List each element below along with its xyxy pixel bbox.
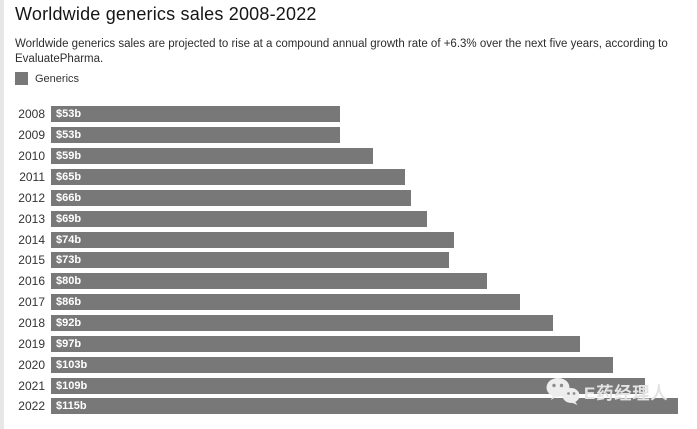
bar-track: $109b [51, 377, 697, 394]
bar-track: $74b [51, 231, 697, 248]
bar-track: $80b [51, 273, 697, 290]
bar-track: $53b [51, 127, 697, 144]
subtitle-line-1: Worldwide generics sales are projected t… [15, 38, 668, 50]
chart-row: 2011 $65b [4, 167, 697, 188]
chart-row: 2018 $92b [4, 313, 697, 334]
year-label: 2019 [18, 336, 45, 351]
bar-track: $97b [51, 335, 697, 352]
year-label: 2014 [18, 232, 45, 247]
generics-bar: $53b [51, 127, 340, 144]
generics-bar: $115b [51, 398, 678, 415]
generics-bar: $53b [51, 106, 340, 123]
bar-value-label: $97b [56, 337, 82, 350]
wechat-icon [546, 378, 580, 405]
bar-value-label: $59b [56, 150, 82, 163]
bar-value-label: $53b [56, 108, 82, 121]
bar-value-label: $74b [56, 233, 82, 246]
generics-bar: $74b [51, 231, 454, 248]
year-label: 2020 [18, 357, 45, 372]
bar-track: $59b [51, 148, 697, 165]
generics-bar: $92b [51, 315, 553, 332]
chart-title: Worldwide generics sales 2008-2022 [15, 4, 317, 24]
year-label: 2016 [18, 274, 45, 289]
chart-row: 2021 $109b [4, 375, 697, 396]
chart-row: 2010 $59b [4, 146, 697, 167]
year-label: 2018 [18, 316, 45, 331]
bar-track: $73b [51, 252, 697, 269]
legend-swatch-generics [15, 72, 28, 85]
chart-row: 2012 $66b [4, 187, 697, 208]
chart-row: 2020 $103b [4, 354, 697, 375]
bar-value-label: $103b [56, 358, 88, 371]
chart-row: 2015 $73b [4, 250, 697, 271]
generics-bar: $97b [51, 335, 580, 352]
chart-row: 2008 $53b [4, 104, 697, 125]
generics-bar: $66b [51, 189, 411, 206]
watermark-text: E药经理人 [584, 383, 669, 403]
bar-track: $115b [51, 398, 697, 415]
chart-row: 2013 $69b [4, 208, 697, 229]
generics-bar: $59b [51, 148, 373, 165]
year-label: 2017 [18, 295, 45, 310]
chart-row: 2017 $86b [4, 292, 697, 313]
generics-bar: $103b [51, 356, 613, 373]
bar-value-label: $65b [56, 171, 82, 183]
generics-bar: $80b [51, 273, 487, 290]
year-label: 2009 [18, 128, 45, 143]
legend-label: Generics [35, 72, 80, 85]
year-label: 2021 [18, 378, 45, 393]
chart-row: 2022 $115b [4, 396, 697, 417]
year-label: 2010 [18, 149, 45, 164]
bar-track: $65b [51, 169, 697, 185]
legend: Generics [15, 72, 79, 85]
generics-bar: $69b [51, 210, 427, 227]
year-label: 2008 [18, 107, 45, 122]
bar-value-label: $66b [56, 191, 82, 204]
bar-value-label: $86b [56, 296, 82, 309]
bar-track: $53b [51, 106, 697, 123]
generics-bar: $86b [51, 294, 520, 311]
bar-track: $69b [51, 210, 697, 227]
chart-row: 2019 $97b [4, 333, 697, 354]
bar-value-label: $73b [56, 254, 82, 267]
chart-row: 2009 $53b [4, 125, 697, 146]
bar-track: $66b [51, 189, 697, 206]
bar-track: $86b [51, 294, 697, 311]
bar-chart: 2008 $53b 2009 $53b 2010 $59b 2011 $65b 2012 $66b… [4, 104, 697, 417]
bar-track: $103b [51, 356, 697, 373]
subtitle-line-2: EvaluatePharma. [15, 53, 104, 65]
left-edge-strip [0, 0, 4, 429]
chart-row: 2014 $74b [4, 229, 697, 250]
bar-value-label: $69b [56, 212, 82, 225]
bar-value-label: $115b [56, 400, 87, 413]
bar-track: $92b [51, 315, 697, 332]
generics-bar: $73b [51, 252, 449, 269]
year-label: 2015 [18, 253, 45, 268]
chart-subtitle: Worldwide generics sales are projected t… [15, 37, 675, 67]
bar-value-label: $109b [56, 379, 88, 392]
year-label: 2022 [18, 399, 45, 414]
generics-bar: $109b [51, 377, 645, 394]
watermark: E药经理人 [545, 377, 668, 405]
year-label: 2013 [18, 211, 45, 226]
bar-value-label: $80b [56, 275, 82, 288]
year-label: 2011 [19, 170, 45, 184]
year-label: 2012 [18, 190, 45, 205]
bar-value-label: $53b [56, 129, 82, 142]
chart-row: 2016 $80b [4, 271, 697, 292]
bar-value-label: $92b [56, 317, 82, 330]
generics-bar: $65b [51, 169, 405, 185]
